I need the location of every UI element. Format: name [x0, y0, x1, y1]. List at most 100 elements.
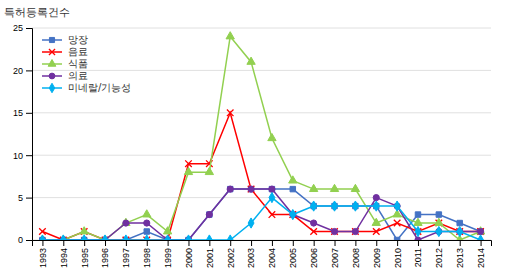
point: [123, 235, 129, 240]
legend-symbol: [49, 83, 54, 92]
legend-label: 의료: [68, 70, 88, 81]
grid-line: [32, 70, 491, 71]
legend-label: 음료: [68, 46, 88, 57]
point: [184, 167, 192, 174]
y-tick-mark: [26, 155, 32, 156]
x-tick-mark: [376, 240, 377, 246]
x-tick-mark: [84, 240, 85, 246]
x-tick: 2008: [351, 240, 361, 268]
point: [311, 220, 317, 226]
x-tick-mark: [209, 240, 210, 246]
series: [40, 186, 484, 240]
x-tick-mark: [355, 240, 356, 246]
point: [269, 186, 275, 192]
x-tick-label: 2002: [226, 248, 236, 268]
legend-symbol: [49, 37, 54, 42]
legend-symbol: [48, 60, 56, 67]
point: [144, 229, 149, 234]
x-tick: 2010: [392, 240, 402, 268]
point: [269, 186, 274, 191]
x-tick-label: 2006: [309, 248, 319, 268]
x-tick-mark: [397, 240, 398, 246]
y-axis-title: 특허등록건수: [4, 6, 70, 19]
point: [80, 227, 88, 234]
point: [415, 226, 421, 236]
x-tick: 2012: [434, 240, 444, 268]
point: [227, 186, 233, 192]
y-axis-line: [26, 29, 33, 241]
point: [102, 235, 108, 240]
point: [163, 227, 171, 234]
plot-area: [38, 32, 484, 240]
point: [205, 167, 213, 174]
point: [477, 228, 483, 234]
x-tick-mark: [147, 240, 148, 246]
x-tick: 2004: [267, 240, 277, 268]
x-tick-mark: [63, 240, 64, 246]
point: [248, 186, 254, 192]
y-tick: 15: [13, 108, 32, 118]
point: [186, 235, 192, 240]
point: [207, 212, 212, 217]
legend-label: 망장: [68, 34, 88, 45]
point: [227, 186, 232, 191]
legend-symbol: [49, 73, 55, 79]
x-tick: 2003: [246, 240, 256, 268]
x-tick: 2000: [184, 240, 194, 268]
x-tick: 2009: [372, 240, 382, 268]
x-tick-label: 2000: [184, 248, 194, 268]
x-tick: 1996: [100, 240, 110, 268]
legend-item: 식품: [42, 58, 88, 69]
point: [331, 228, 338, 235]
y-tick: 20: [13, 66, 32, 76]
x-tick-mark: [168, 240, 169, 246]
point: [478, 229, 483, 234]
series: [39, 186, 483, 240]
y-tick: 5: [18, 193, 32, 203]
series: [38, 32, 484, 240]
legend-label: 식품: [68, 58, 88, 69]
point: [165, 235, 171, 240]
point: [122, 218, 130, 225]
point: [477, 228, 484, 235]
point: [289, 176, 297, 183]
x-tick-label: 1998: [142, 248, 152, 268]
point: [352, 201, 358, 211]
grid-line: [32, 155, 491, 156]
legend-label: 미네랄/기능성: [68, 82, 131, 93]
point: [185, 160, 192, 167]
point: [247, 57, 255, 64]
point: [206, 211, 212, 217]
grid: [32, 28, 491, 240]
x-tick-label: 2014: [476, 248, 486, 268]
series: [39, 193, 483, 240]
point: [144, 235, 150, 240]
point: [269, 211, 276, 218]
x-tick: 2013: [455, 240, 465, 268]
x-tick: 2002: [226, 240, 236, 268]
x-tick-mark: [188, 240, 189, 246]
x-tick-label: 2008: [351, 248, 361, 268]
grid-line: [32, 28, 491, 29]
point: [39, 228, 46, 235]
point: [248, 218, 254, 228]
x-tick-mark: [272, 240, 273, 246]
x-tick-label: 2012: [434, 248, 444, 268]
point: [123, 220, 129, 226]
x-tick-mark: [126, 240, 127, 246]
point: [206, 235, 212, 240]
x-tick: 2014: [476, 240, 486, 268]
x-tick-mark: [42, 240, 43, 246]
x-tick: 1993: [38, 240, 48, 268]
x-tick-mark: [314, 240, 315, 246]
x-tick-label: 1996: [100, 248, 110, 268]
series-line: [42, 113, 480, 240]
x-tick-label: 2007: [330, 248, 340, 268]
point: [352, 228, 359, 235]
point: [143, 210, 151, 217]
y-tick-label: 0: [18, 235, 23, 245]
point: [414, 218, 422, 225]
x-tick: 1998: [142, 240, 152, 268]
grid-line: [32, 112, 491, 113]
point: [415, 212, 420, 217]
